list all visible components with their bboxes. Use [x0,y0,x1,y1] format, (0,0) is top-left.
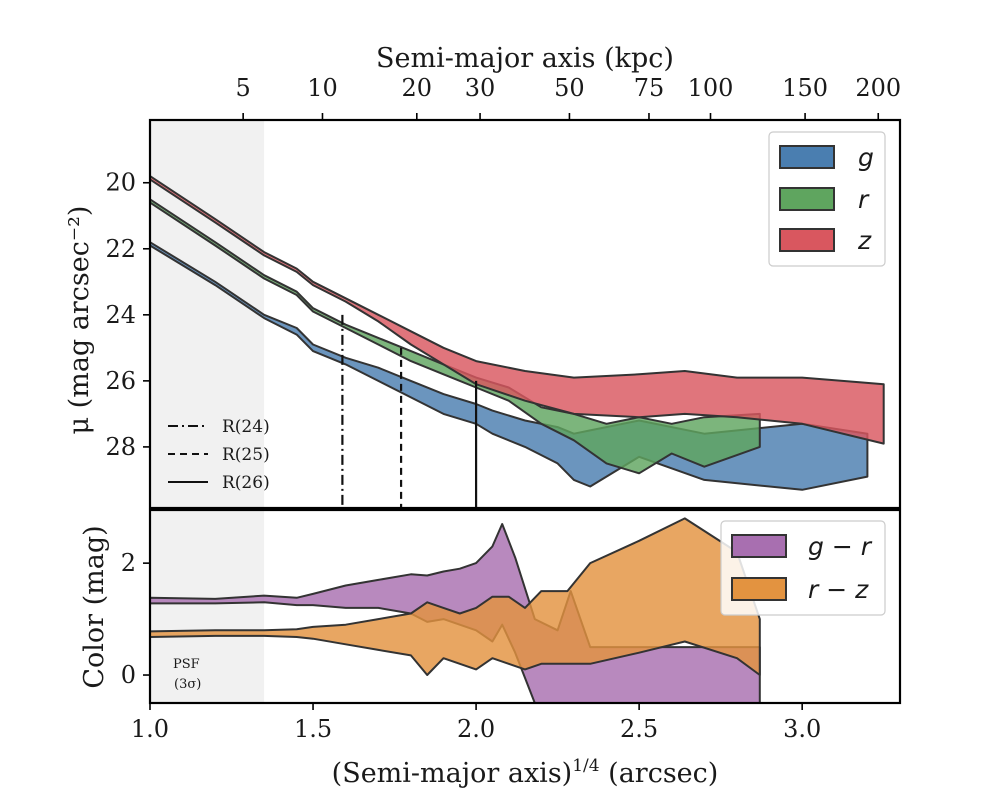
top-tick-label-kpc-10: 10 [307,74,338,102]
legend-swatch-g-r [731,534,787,558]
top-legend: g r z [768,131,886,267]
x-tick-label-1.5: 1.5 [294,715,332,743]
top-tick-label-kpc-200: 200 [855,74,901,102]
psf-annotation-label: PSF [173,657,200,672]
top-panel-areas [149,175,885,491]
legend-label-g: g [858,143,874,172]
top-tick-label-kpc-5: 5 [236,74,251,102]
y-tick-label-top-26: 26 [105,367,136,395]
top-tick-label-kpc-150: 150 [782,74,828,102]
x-tick-label-3: 3.0 [783,715,821,743]
y-tick-label-top-20: 20 [105,169,136,197]
bottom-y-axis-title: Color (mag) [79,525,110,688]
marker-legend: R(24) R(25) R(26) [168,417,270,493]
legend-swatch-g [779,145,835,169]
legend-swatch-r [779,187,835,211]
marker-legend-label-r25: R(25) [222,445,270,465]
marker-legend-label-r24: R(24) [222,417,270,437]
legend-swatch-z [779,228,835,252]
psf-region-top [150,120,265,508]
mu-profile-band-z [149,175,885,445]
top-tick-label-kpc-30: 30 [465,74,496,102]
y-tick-label-bottom-2: 2 [121,549,136,577]
axis-ticks: 1.0 1.5 2.0 2.5 3.0 20 22 24 26 28 0 2 5 10 20 30 50 75 10… [105,74,901,743]
radius-markers [341,314,478,508]
y-tick-label-top-28: 28 [105,433,136,461]
x-tick-label-1: 1.0 [131,715,169,743]
bottom-panel-areas [149,517,761,704]
psf-region-group [150,120,265,703]
x-tick-label-2.5: 2.5 [620,715,658,743]
color-profile-band-rz [149,517,761,676]
bottom-legend: g − r r − z [720,520,886,616]
legend-label-r-z: r − z [808,575,869,604]
mu-profile-band-g [149,241,869,491]
top-x-axis-title: Semi-major axis (kpc) [376,43,674,74]
legend-label-r: r [858,185,870,214]
psf-region-bottom [150,510,265,703]
y-tick-label-bottom-0: 0 [121,661,136,689]
mu-profile-band-r [149,198,761,475]
top-tick-label-kpc-50: 50 [554,74,585,102]
bottom-panel-frame [148,508,902,705]
y-tick-label-top-24: 24 [105,301,136,329]
top-tick-label-kpc-75: 75 [634,74,665,102]
top-tick-label-kpc-100: 100 [688,74,734,102]
legend-label-g-r: g − r [808,532,873,561]
marker-legend-label-r26: R(26) [222,473,270,493]
legend-label-z: z [857,226,872,255]
legend-swatch-r-z [731,577,787,601]
bottom-x-axis-title: (Semi-major axis)1/4 (arcsec) [332,756,719,789]
top-y-axis-title: μ (mag arcsec⁻²) [64,206,95,435]
y-tick-label-top-22: 22 [105,235,136,263]
top-tick-label-kpc-20: 20 [402,74,433,102]
psf-annotation-sigma: (3σ) [174,677,201,692]
top-panel-frame [148,118,902,510]
x-tick-label-2: 2.0 [457,715,495,743]
